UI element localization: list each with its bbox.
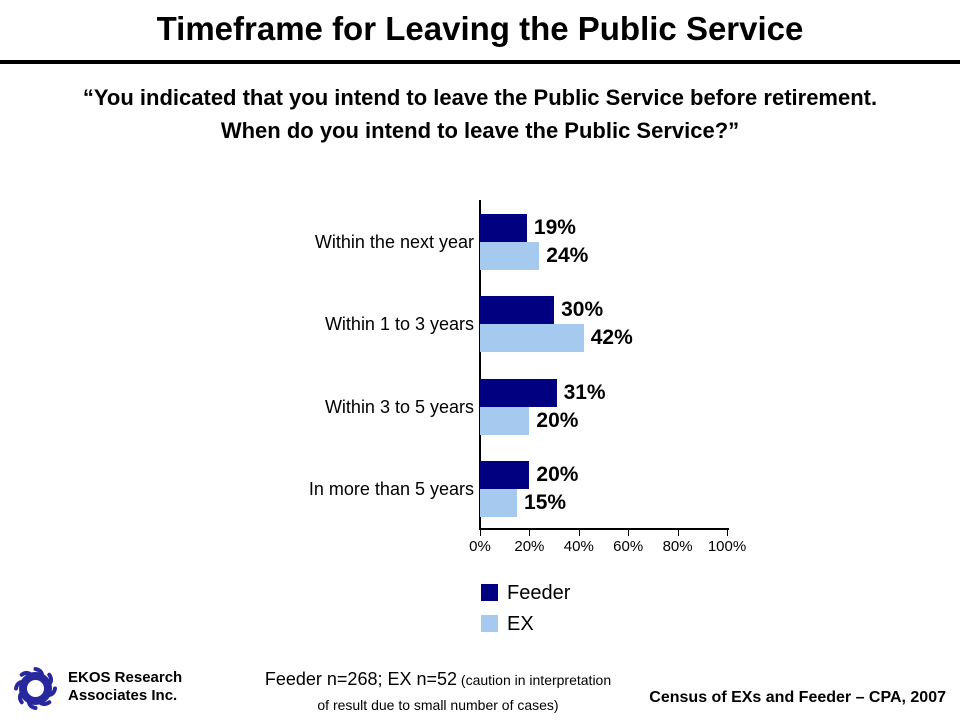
category-label: Within 1 to 3 years [324,314,474,335]
axis-tick-label: 100% [707,538,747,555]
axis-tick-label: 40% [563,538,594,555]
bar-feeder [480,460,530,489]
bar-ex [480,242,540,270]
chart-legend: Feeder EX [481,577,570,639]
category-axis-line [479,528,729,530]
note-caution-line-2: of result due to small number of cases) [317,697,559,713]
category-label: Within the next year [314,232,474,252]
page-title-text: Timeframe for Leaving the Public Service [156,10,804,47]
source-citation: Census of EXs and Feeder – CPA, 2007 [649,689,946,706]
ekos-logo-icon [14,667,57,710]
axis-tick-label: 60% [613,538,644,555]
bar-feeder [480,214,527,242]
bar-ex [480,324,584,353]
bar-value-label: 24% [546,244,589,267]
org-name-line-1: EKOS Research [68,669,183,686]
legend-item-feeder: Feeder [481,577,570,608]
bar-value-label: 15% [524,490,567,514]
bar-value-label: 30% [561,298,604,322]
sample-size-note: Feeder n=268; EX n=52 (caution in interp… [228,667,648,717]
legend-label: EX [507,612,534,635]
note-caution-line-1: (caution in interpretation [460,672,612,688]
org-name: EKOS Research Associates Inc. [68,669,182,705]
axis-tick [529,530,531,536]
bar-value-label: 31% [563,380,606,404]
axis-tick [480,530,481,536]
axis-tick-label: 0% [469,538,491,555]
legend-label: Feeder [507,581,571,604]
bar-value-label: 19% [533,216,576,239]
axis-tick [628,530,630,536]
bar-value-label: 42% [590,326,633,350]
bar-value-label: 20% [536,462,579,486]
note-sample-sizes: Feeder n=268; EX n=52 [264,669,458,689]
bar-value-label: 20% [536,408,579,432]
legend-swatch-ex [481,615,498,632]
note-line-1: Feeder n=268; EX n=52 (caution in interp… [228,667,648,693]
quote-line-1: “You indicated that you intend to leave … [82,85,878,110]
category-label: In more than 5 years [308,478,474,499]
axis-tick [727,530,728,536]
org-name-line-2: Associates Inc. [68,687,178,704]
survey-question-quote: “You indicated that you intend to leave … [0,81,960,147]
axis-tick [578,530,580,536]
axis-tick [677,530,679,536]
page-title: Timeframe for Leaving the Public Service [0,10,960,48]
title-underline [0,60,960,64]
bar-feeder [480,296,555,325]
legend-swatch-feeder [481,584,498,601]
legend-item-ex: EX [481,608,570,639]
value-axis-line [479,200,481,530]
quote-line-2: When do you intend to leave the Public S… [220,118,740,143]
bar-ex [480,488,518,517]
axis-tick-label: 20% [514,538,545,555]
category-label: Within 3 to 5 years [324,396,474,417]
axis-tick-label: 80% [662,538,693,555]
bar-feeder [480,378,557,407]
bar-ex [480,406,530,435]
